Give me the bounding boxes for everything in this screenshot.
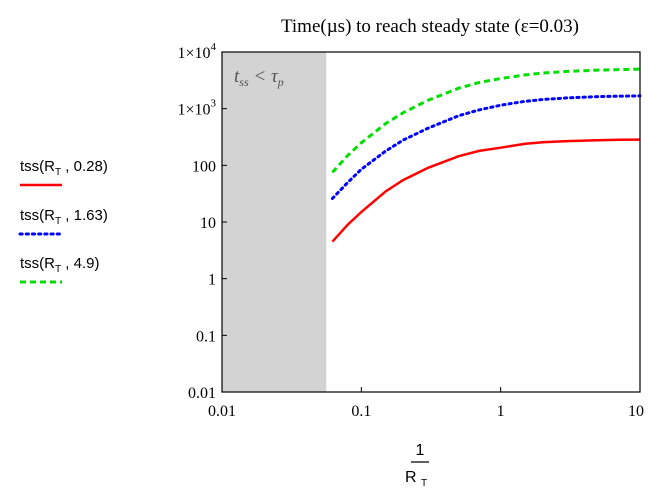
legend-arg-sub: T bbox=[55, 216, 61, 227]
legend-arg: R bbox=[44, 255, 55, 272]
legend-label-1: tss(RT , 0.28) bbox=[20, 158, 108, 178]
legend-fn: tss( bbox=[20, 255, 44, 272]
y-tick-label: 100 bbox=[192, 158, 216, 175]
annot-sub-p: p bbox=[277, 75, 284, 89]
x-axis-label-numerator: 1 bbox=[416, 442, 425, 459]
x-axis-label-denominator: R T bbox=[405, 469, 427, 489]
x-axis-label-denominator-main: R bbox=[405, 469, 417, 486]
y-tick-label-exp: 3 bbox=[211, 98, 217, 110]
legend-param: , 0.28) bbox=[61, 158, 108, 175]
y-tick-label: 0.1 bbox=[196, 328, 216, 345]
y-tick-label: 1×103 bbox=[177, 98, 216, 119]
annot-t: t bbox=[234, 66, 240, 87]
shaded-region-label: tss < τp bbox=[234, 66, 284, 89]
y-tick-label: 0.01 bbox=[188, 385, 216, 402]
legend-fn: tss( bbox=[20, 207, 44, 224]
legend-arg-sub: T bbox=[55, 264, 61, 275]
legend-fn: tss( bbox=[20, 158, 44, 175]
legend-arg: R bbox=[44, 207, 55, 224]
axes-layer bbox=[221, 51, 641, 393]
annotation-layer: tss < τp bbox=[234, 66, 284, 89]
legend-param: , 4.9) bbox=[61, 255, 99, 272]
y-tick-label: 10 bbox=[200, 215, 216, 232]
legend: tss(RT , 0.28)tss(RT , 1.63)tss(RT , 4.9… bbox=[18, 158, 108, 284]
annot-sub-ss: ss bbox=[239, 75, 249, 89]
x-axis-label: 1 R T bbox=[405, 442, 429, 489]
x-tick-label: 1 bbox=[497, 403, 505, 420]
shaded-region bbox=[222, 52, 327, 392]
y-tick-label-base: 1×10 bbox=[177, 45, 210, 62]
shaded-region-layer bbox=[222, 52, 327, 392]
x-tick-label: 0.1 bbox=[351, 403, 371, 420]
x-tick-label: 10 bbox=[628, 403, 644, 420]
legend-label-3: tss(RT , 4.9) bbox=[20, 255, 99, 275]
legend-label-2: tss(RT , 1.63) bbox=[20, 207, 108, 227]
chart-title: Time(µs) to reach steady state (ε=0.03) bbox=[281, 16, 579, 37]
legend-arg: R bbox=[44, 158, 55, 175]
legend-arg-sub: T bbox=[55, 167, 61, 178]
series-line-3 bbox=[331, 67, 641, 174]
y-tick-label: 1×104 bbox=[177, 41, 216, 62]
series-layer bbox=[330, 67, 642, 243]
y-tick-label-base: 1×10 bbox=[177, 102, 210, 119]
y-tick-label: 1 bbox=[208, 272, 216, 289]
series-line-2 bbox=[330, 94, 642, 200]
y-tick-label-exp: 4 bbox=[211, 41, 217, 53]
x-axis-label-denominator-sub: T bbox=[421, 478, 427, 489]
annot-op: < τ bbox=[249, 66, 279, 87]
x-tick-label: 0.01 bbox=[208, 403, 236, 420]
legend-param: , 1.63) bbox=[61, 207, 108, 224]
series-line-1 bbox=[331, 138, 641, 243]
x-tick-labels: 0.01 0.1 1 10 bbox=[208, 403, 644, 420]
